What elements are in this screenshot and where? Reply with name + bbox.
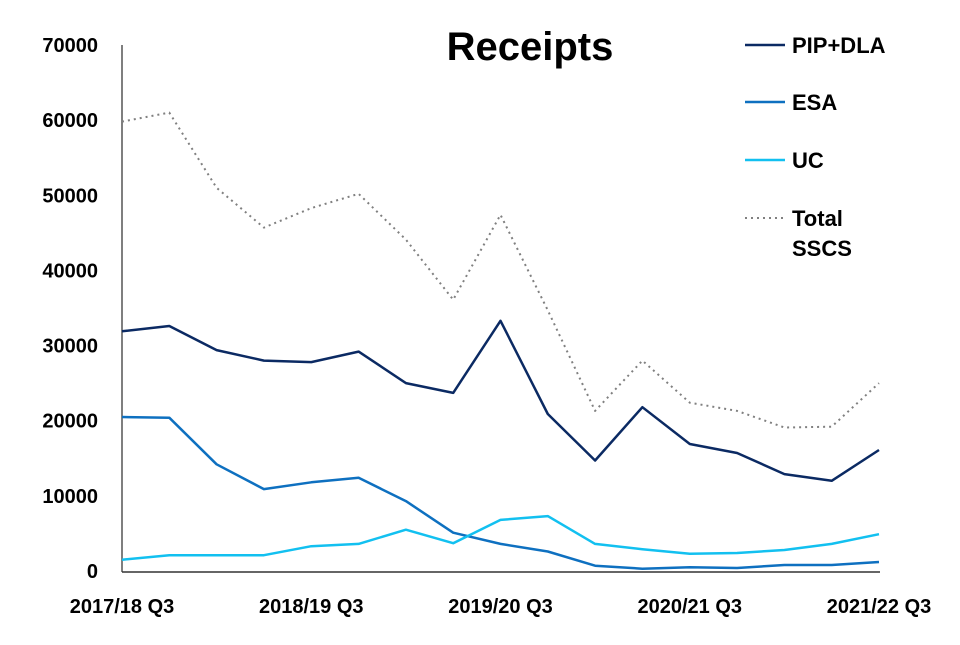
y-axis: 0 10000 20000 30000 40000 50000 60000 70000	[42, 35, 98, 583]
chart-title: Receipts	[447, 25, 614, 69]
legend-item: UC	[745, 148, 824, 173]
data-point	[641, 360, 643, 362]
data-point	[310, 207, 312, 209]
x-tick-label: 2018/19 Q3	[259, 596, 364, 618]
x-tick-label: 2020/21 Q3	[637, 596, 742, 618]
legend-label: SSCS	[792, 236, 852, 261]
legend-item: PIP+DLA	[745, 33, 886, 58]
y-tick-label: 60000	[42, 110, 98, 132]
legend-label: PIP+DLA	[792, 33, 886, 58]
data-point	[452, 299, 454, 301]
data-point	[547, 309, 549, 311]
series-line-pip-dla	[121, 319, 880, 483]
y-tick-label: 20000	[42, 411, 98, 433]
y-tick-label: 0	[87, 561, 98, 583]
y-tick-label: 70000	[42, 35, 98, 57]
x-tick-label: 2021/22 Q3	[827, 596, 932, 618]
y-tick-label: 10000	[42, 486, 98, 508]
legend-item: ESA	[745, 90, 837, 115]
x-tick-label: 2017/18 Q3	[70, 596, 175, 618]
data-point	[783, 426, 785, 428]
legend-item: Total SSCS	[745, 206, 852, 261]
legend: PIP+DLA ESA UC Total SSCS	[745, 33, 886, 261]
y-tick-label: 40000	[42, 260, 98, 282]
x-tick-label: 2019/20 Q3	[448, 596, 553, 618]
series-line-esa	[121, 415, 880, 570]
legend-label: Total	[792, 206, 843, 231]
x-axis: 2017/18 Q3 2018/19 Q3 2019/20 Q3 2020/21 Q3…	[70, 596, 932, 618]
y-tick-label: 30000	[42, 336, 98, 358]
data-point	[216, 187, 218, 189]
y-tick-label: 50000	[42, 185, 98, 207]
legend-label: ESA	[792, 90, 837, 115]
data-point	[500, 214, 502, 216]
legend-label: UC	[792, 148, 824, 173]
series-group	[121, 111, 880, 570]
series-line-uc	[121, 514, 880, 561]
